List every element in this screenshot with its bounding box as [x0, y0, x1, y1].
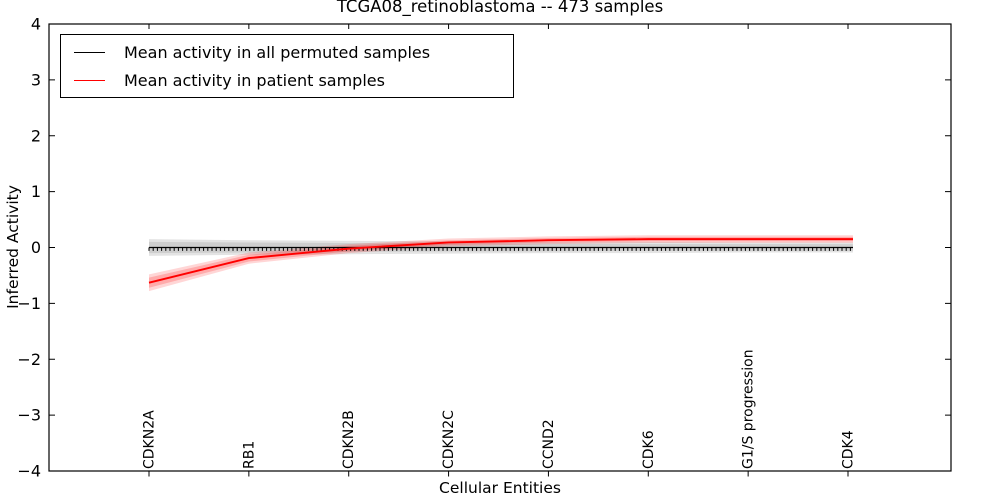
chart-title: TCGA08_retinoblastoma -- 473 samples: [336, 0, 664, 16]
series-0-marker-ticks: [148, 247, 851, 251]
legend-item-patient: Mean activity in patient samples: [61, 66, 513, 94]
legend-label-permuted: Mean activity in all permuted samples: [124, 42, 431, 62]
x-category-label: CDK6: [641, 430, 657, 469]
x-category-label: G1/S progression: [741, 349, 757, 469]
legend-item-permuted: Mean activity in all permuted samples: [61, 38, 513, 66]
y-tick-label: 4: [31, 15, 41, 34]
legend: Mean activity in all permuted samples Me…: [60, 34, 514, 98]
x-category-label: CDKN2C: [441, 410, 457, 469]
y-tick-label: 1: [31, 182, 41, 201]
y-tick-label: 3: [31, 70, 41, 89]
x-axis-label: Cellular Entities: [439, 479, 561, 497]
legend-line-sample-permuted: [74, 51, 105, 53]
y-tick-label: 2: [31, 126, 41, 145]
legend-label-patient: Mean activity in patient samples: [124, 70, 385, 90]
y-tick-label: −4: [17, 462, 41, 481]
x-category-label: CCND2: [541, 419, 557, 469]
x-category-label: CDK4: [840, 430, 856, 469]
y-tick-label: −3: [17, 406, 41, 425]
series-1-line: [148, 238, 853, 284]
y-axis-label: Inferred Activity: [4, 185, 22, 309]
y-tick-label: 0: [31, 238, 41, 257]
x-category-label: CDKN2A: [142, 410, 158, 469]
x-category-label: RB1: [241, 441, 257, 469]
legend-line-sample-patient: [74, 79, 105, 81]
y-tick-label: −2: [17, 350, 41, 369]
y-tick-label: −1: [17, 294, 41, 313]
x-category-label: CDKN2B: [341, 410, 357, 469]
